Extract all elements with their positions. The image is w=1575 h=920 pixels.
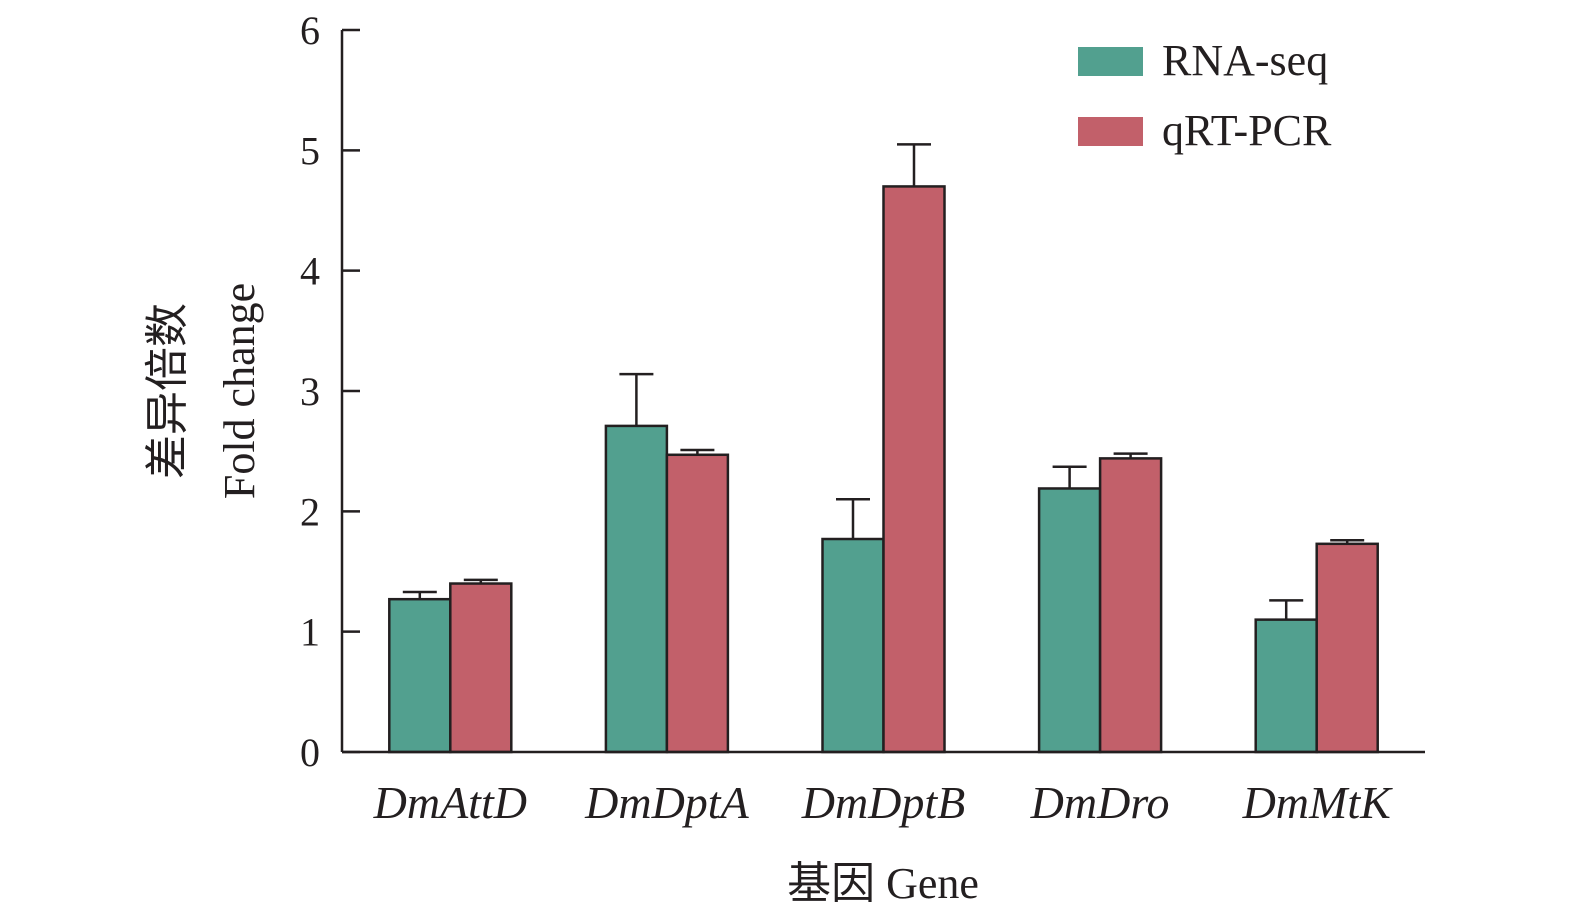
y-tick-label: 0 <box>300 730 320 775</box>
x-axis-title: 基因 Gene <box>787 859 979 908</box>
legend-label: qRT-PCR <box>1162 106 1332 155</box>
y-tick-label: 6 <box>300 8 320 53</box>
y-axis-title-en: Fold change <box>215 283 264 499</box>
category-label-dmmtk: DmMtK <box>1242 777 1394 828</box>
legend-label: RNA-seq <box>1162 36 1328 85</box>
y-axis-title-cn: 差异倍数 <box>143 303 192 479</box>
bar-rna-seq-dmdpta <box>604 424 669 754</box>
category-labels-layer: DmAttD DmDptA DmDptB DmDro DmMtK <box>373 777 1393 828</box>
y-axis-title: 差异倍数 Fold change <box>143 283 264 499</box>
y-ticks-layer: 0 1 2 3 4 5 6 <box>300 8 360 775</box>
bar-rna-seq-dmdro <box>1037 487 1102 754</box>
legend-swatch-qrt-pcr <box>1078 117 1143 146</box>
legend: RNA-seq qRT-PCR <box>1078 36 1332 155</box>
y-tick-label: 3 <box>300 369 320 414</box>
category-label-dmdro: DmDro <box>1030 777 1170 828</box>
bar-rna-seq-dmattd <box>388 597 452 754</box>
bar-qrt-pcr-dmdpta <box>665 453 730 754</box>
y-tick-label: 5 <box>300 128 320 173</box>
category-label-dmattd: DmAttD <box>373 777 527 828</box>
error-bars-layer <box>402 143 1365 620</box>
bar-qrt-pcr-dmdptb <box>882 185 946 754</box>
y-tick-label: 1 <box>300 610 320 655</box>
bar-rna-seq-dmdptb <box>821 537 885 754</box>
legend-swatch-rna-seq <box>1078 47 1143 76</box>
y-tick-label: 2 <box>300 489 320 534</box>
bar-qrt-pcr-dmdro <box>1098 457 1163 754</box>
category-label-dmdpta: DmDptA <box>584 777 749 828</box>
bar-rna-seq-dmmtk <box>1254 618 1318 754</box>
bar-qrt-pcr-dmattd <box>449 582 513 754</box>
bars-layer <box>388 185 1379 754</box>
category-label-dmdptb: DmDptB <box>801 777 966 828</box>
bar-qrt-pcr-dmmtk <box>1315 542 1379 754</box>
y-tick-label: 4 <box>300 249 320 294</box>
